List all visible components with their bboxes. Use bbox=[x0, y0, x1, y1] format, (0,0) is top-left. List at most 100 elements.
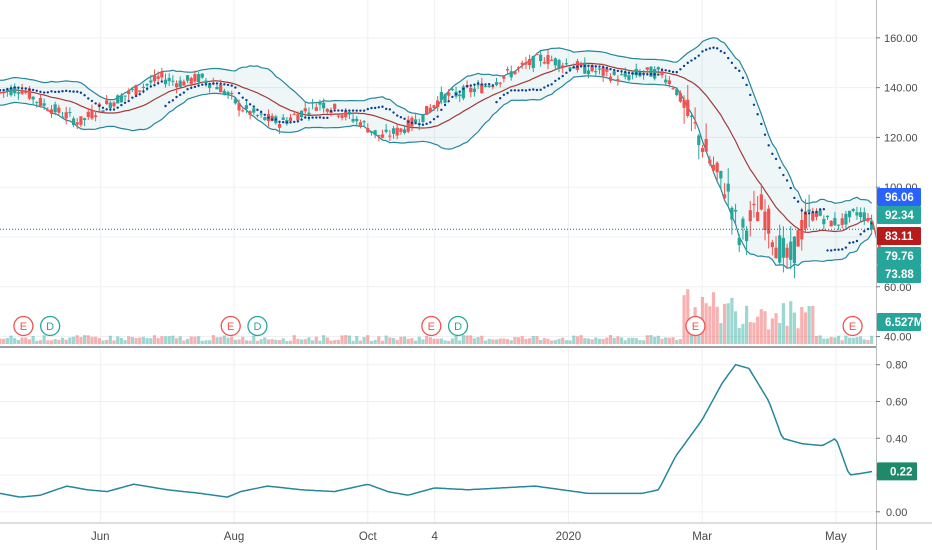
volume-bar bbox=[174, 338, 179, 344]
event-marker-earnings[interactable]: E bbox=[13, 315, 34, 337]
volume-bar bbox=[480, 335, 484, 344]
volume-bar bbox=[494, 339, 499, 344]
sar-dot bbox=[403, 117, 406, 121]
sar-dot bbox=[381, 105, 384, 108]
volume-bar bbox=[855, 337, 859, 344]
candle-body bbox=[222, 90, 226, 95]
candle-body bbox=[649, 66, 653, 77]
candle-body bbox=[789, 241, 793, 260]
price-axis-label: 160.00 bbox=[884, 33, 918, 45]
volume-bar bbox=[583, 338, 587, 344]
volume-bar bbox=[439, 338, 443, 344]
event-marker-dividend[interactable]: D bbox=[447, 315, 469, 337]
volume-bar bbox=[79, 337, 83, 344]
candle-body bbox=[13, 86, 17, 94]
volume-bar bbox=[572, 335, 576, 344]
volume-bar bbox=[483, 340, 488, 344]
candle-body bbox=[472, 88, 477, 92]
volume-bar bbox=[318, 340, 322, 344]
candle-body bbox=[101, 110, 105, 112]
event-marker-label: D bbox=[454, 321, 462, 333]
candle-body bbox=[358, 122, 363, 128]
event-marker-earnings[interactable]: E bbox=[220, 315, 241, 337]
sar-dot bbox=[491, 84, 495, 87]
volume-bar bbox=[623, 340, 627, 344]
candle-body bbox=[568, 67, 572, 70]
sar-dot bbox=[252, 105, 255, 108]
volume-bar bbox=[711, 292, 716, 344]
candle-body bbox=[546, 55, 550, 65]
candle-body bbox=[71, 118, 76, 126]
candle-body bbox=[498, 82, 502, 84]
sar-dot bbox=[782, 173, 785, 177]
event-marker-earnings[interactable]: E bbox=[842, 315, 863, 337]
volume-bar bbox=[627, 337, 631, 344]
event-marker-earnings[interactable]: E bbox=[421, 315, 442, 337]
candle-body bbox=[539, 54, 543, 62]
candle-body bbox=[660, 71, 664, 76]
volume-bar bbox=[2, 338, 6, 344]
candle-body bbox=[586, 70, 591, 75]
volume-bar bbox=[248, 340, 252, 344]
indicator-axis-label: 0.40 bbox=[886, 433, 907, 445]
sar-dot bbox=[579, 65, 583, 68]
sar-dot bbox=[668, 69, 671, 73]
sar-dot bbox=[719, 50, 723, 53]
volume-bar bbox=[340, 335, 344, 344]
volume-bar bbox=[377, 336, 381, 344]
price-label-text: 6.527M bbox=[885, 317, 923, 329]
sar-dot bbox=[484, 83, 487, 86]
sar-dot bbox=[690, 59, 693, 62]
event-marker-earnings[interactable]: E bbox=[685, 315, 706, 337]
sar-dot bbox=[738, 69, 741, 73]
candle-body bbox=[344, 110, 348, 118]
volume-bar bbox=[380, 340, 385, 344]
volume-bar bbox=[200, 340, 204, 344]
candle-body bbox=[476, 84, 480, 86]
candle-body bbox=[193, 74, 197, 82]
volume-bar bbox=[46, 340, 50, 344]
volume-bar bbox=[597, 338, 602, 344]
sar-dot bbox=[583, 64, 586, 68]
volume-bar bbox=[469, 335, 473, 344]
volume-bar bbox=[86, 335, 90, 344]
volume-bar bbox=[134, 338, 138, 344]
candle-body bbox=[870, 220, 874, 230]
sar-dot bbox=[223, 83, 226, 86]
sar-dot bbox=[451, 95, 454, 99]
sar-dot bbox=[315, 116, 318, 119]
candle-body bbox=[402, 129, 407, 133]
volume-bar bbox=[708, 306, 712, 344]
candle-body bbox=[355, 118, 359, 122]
sar-dot bbox=[204, 83, 208, 86]
sar-dot bbox=[407, 120, 410, 123]
time-axis-label: 4 bbox=[431, 531, 438, 543]
earnings-icon bbox=[220, 315, 241, 337]
candle-body bbox=[138, 90, 142, 92]
candle-body bbox=[627, 75, 631, 80]
sar-dot bbox=[230, 84, 233, 87]
sar-dot bbox=[414, 122, 417, 125]
candle-body bbox=[399, 128, 403, 133]
sar-dot bbox=[120, 103, 123, 107]
candle-body bbox=[160, 71, 164, 78]
indicator-last-value-label: 0.22 bbox=[877, 462, 917, 481]
event-marker-dividend[interactable]: D bbox=[247, 315, 268, 337]
candle-body bbox=[528, 59, 532, 66]
sar-dot bbox=[495, 100, 498, 104]
sar-dot bbox=[281, 120, 285, 124]
sar-dot bbox=[660, 68, 664, 72]
event-marker-dividend[interactable]: D bbox=[40, 315, 61, 337]
sar-dot bbox=[557, 77, 561, 80]
sar-dot bbox=[90, 99, 94, 103]
candle-body bbox=[277, 124, 282, 128]
sar-dot bbox=[109, 108, 112, 111]
volume-bar bbox=[24, 337, 28, 344]
candle-body bbox=[513, 71, 517, 75]
candle-body bbox=[119, 95, 123, 103]
volume-bar bbox=[116, 336, 120, 344]
sar-dot bbox=[98, 104, 101, 108]
price-label: 92.34 bbox=[877, 206, 921, 224]
